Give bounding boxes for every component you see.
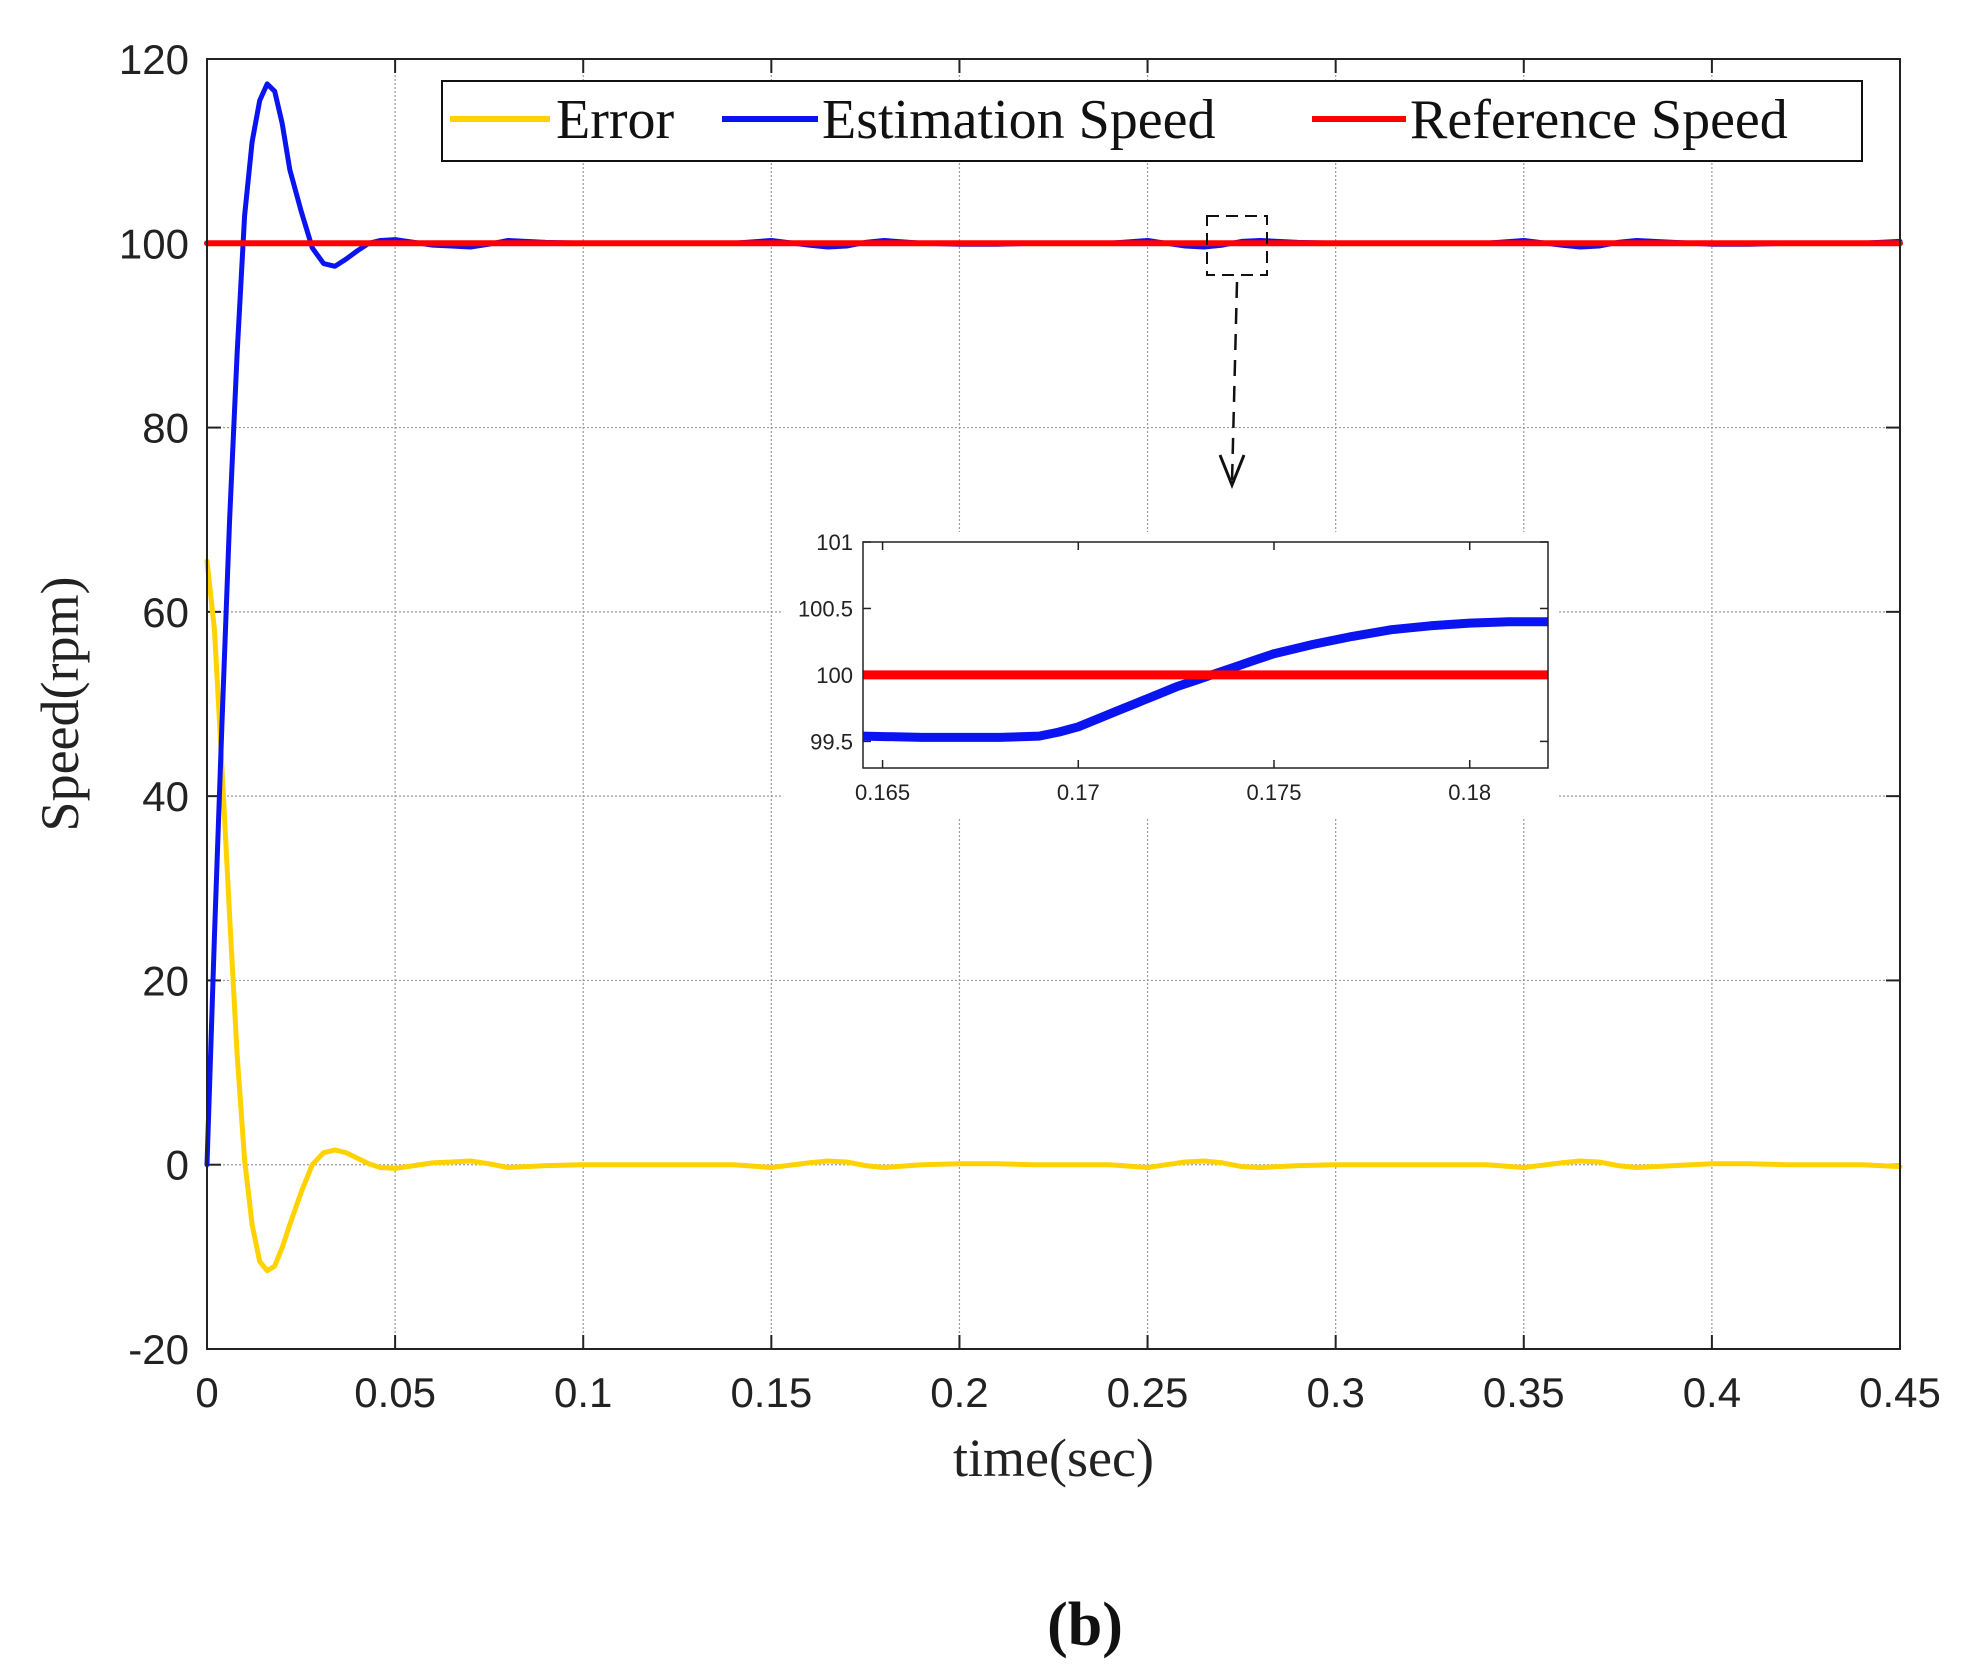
inset-y-tick-label-100: 100 <box>816 663 853 688</box>
y-axis-label: Speed(rpm) <box>30 577 90 832</box>
x-tick-label-0-1: 0.1 <box>554 1369 612 1416</box>
figure-caption: (b) <box>1047 1591 1123 1659</box>
x-tick-label-0-35: 0.35 <box>1483 1369 1565 1416</box>
inset-x-tick-label-0-17: 0.17 <box>1057 780 1100 805</box>
legend-label-estimation-speed: Estimation Speed <box>822 89 1216 151</box>
x-tick-label-0: 0 <box>195 1369 218 1416</box>
y-tick-label-0: 0 <box>166 1142 189 1189</box>
legend: Error Estimation Speed Reference Speed <box>441 80 1863 162</box>
inset-x-tick-label-0-165: 0.165 <box>855 780 910 805</box>
x-axis-label: time(sec) <box>953 1428 1154 1488</box>
zoom-marker <box>1206 215 1268 490</box>
y-tick-label-100: 100 <box>119 220 189 267</box>
main-plot-frame <box>206 58 1901 1350</box>
main-plot: 0 0.05 0.1 0.15 0.2 0.25 0.3 0.35 0.4 0.45 -20020… <box>30 36 1941 1488</box>
inset-x-tick-labels: 0.165 0.17 0.175 0.18 <box>855 780 1491 805</box>
x-tick-label-0-05: 0.05 <box>354 1369 436 1416</box>
inset-series <box>862 617 1548 742</box>
y-tick-label-20: -20 <box>128 1326 189 1373</box>
zoom-arrow-head <box>1218 454 1246 490</box>
inset-plot-frame <box>862 541 1549 769</box>
y-tick-label-60: 60 <box>142 589 189 636</box>
y-tick-label-20: 20 <box>142 957 189 1004</box>
inset-y-tick-label-101: 101 <box>816 530 853 555</box>
y-tick-label-40: 40 <box>142 773 189 820</box>
legend-label-error: Error <box>556 89 675 151</box>
main-x-tick-labels: 0 0.05 0.1 0.15 0.2 0.25 0.3 0.35 0.4 0.45 <box>195 1369 1941 1416</box>
legend-box <box>441 80 1863 162</box>
legend-items: Error Estimation Speed Reference Speed <box>450 89 1788 151</box>
zoom-region-box <box>1206 215 1268 276</box>
x-tick-label-0-15: 0.15 <box>730 1369 812 1416</box>
inset-y-tick-label-99-5: 99.5 <box>810 729 853 754</box>
zoom-arrow-line <box>1230 281 1239 483</box>
y-tick-label-120: 120 <box>119 36 189 83</box>
main-y-tick-labels: -20 0 20 40 60 80 100 120 <box>119 36 189 1373</box>
x-tick-label-0-25: 0.25 <box>1107 1369 1189 1416</box>
x-tick-label-0-2: 0.2 <box>930 1369 988 1416</box>
inset-plot: 0.165 0.17 0.175 0.18 99.5 100 100.5 101 <box>783 530 1558 818</box>
inset-y-tick-label-100-5: 100.5 <box>798 596 853 621</box>
inset-series-line-estimation-speed <box>862 617 1548 742</box>
inset-y-tick-labels: 99.5 100 100.5 101 <box>798 530 853 754</box>
inset-x-tick-label-0-18: 0.18 <box>1448 780 1491 805</box>
series-line-error <box>204 558 1903 1274</box>
x-tick-label-0-3: 0.3 <box>1306 1369 1364 1416</box>
x-tick-label-0-45: 0.45 <box>1859 1369 1941 1416</box>
x-tick-label-0-4: 0.4 <box>1683 1369 1741 1416</box>
inset-x-tick-label-0-175: 0.175 <box>1246 780 1301 805</box>
main-series <box>204 81 1903 1274</box>
y-tick-label-80: 80 <box>142 405 189 452</box>
legend-label-reference-speed: Reference Speed <box>1410 89 1788 151</box>
